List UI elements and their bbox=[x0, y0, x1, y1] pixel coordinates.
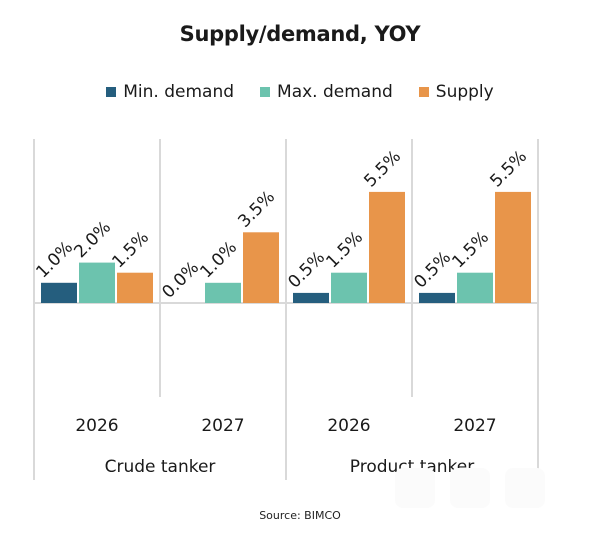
data-label: 0.5% bbox=[284, 248, 329, 293]
bar-supply bbox=[495, 191, 531, 303]
bar-max-demand bbox=[79, 262, 115, 303]
data-label: 0.0% bbox=[158, 258, 203, 303]
bar-supply bbox=[117, 272, 153, 303]
x-tick-label: 2027 bbox=[201, 416, 244, 436]
bar-min-demand bbox=[293, 292, 329, 303]
chart-title: Supply/demand, YOY bbox=[179, 22, 421, 46]
legend-item-supply: Supply bbox=[418, 82, 494, 102]
data-label: 5.5% bbox=[360, 147, 405, 192]
x-tick-label: 2026 bbox=[327, 416, 370, 436]
legend-label: Supply bbox=[435, 82, 494, 102]
watermark-icon bbox=[505, 468, 545, 508]
bar-min-demand bbox=[419, 292, 455, 303]
legend-swatch-min-demand bbox=[106, 87, 117, 97]
bar-supply bbox=[243, 232, 279, 303]
source-note: Source: BIMCO bbox=[259, 509, 341, 522]
x-tick-label: 2026 bbox=[75, 416, 118, 436]
bar-max-demand bbox=[205, 282, 241, 303]
legend-swatch-max-demand bbox=[260, 87, 271, 97]
data-label: 5.5% bbox=[486, 147, 531, 192]
watermark-icon bbox=[450, 468, 490, 508]
bar-min-demand bbox=[41, 282, 77, 303]
data-label: 1.0% bbox=[32, 238, 77, 283]
x-group-label: Product tanker bbox=[350, 457, 475, 477]
data-label: 3.5% bbox=[234, 187, 279, 232]
legend-item-min-demand: Min. demand bbox=[106, 82, 234, 102]
watermark-icon bbox=[395, 468, 435, 508]
data-label: 1.5% bbox=[322, 228, 367, 273]
legend-label: Max. demand bbox=[277, 82, 393, 102]
bar-max-demand bbox=[331, 272, 367, 303]
data-label: 0.5% bbox=[410, 248, 455, 293]
legend-swatch-supply bbox=[418, 87, 429, 97]
x-group-label: Crude tanker bbox=[105, 457, 216, 477]
data-label: 1.0% bbox=[196, 238, 241, 283]
x-tick-label: 2027 bbox=[453, 416, 496, 436]
bar-supply bbox=[369, 191, 405, 303]
bar-max-demand bbox=[457, 272, 493, 303]
legend-item-max-demand: Max. demand bbox=[260, 82, 393, 102]
data-label: 2.0% bbox=[70, 217, 115, 262]
legend: Min. demand Max. demand Supply bbox=[0, 82, 600, 102]
data-label: 1.5% bbox=[448, 228, 493, 273]
data-label: 1.5% bbox=[108, 228, 153, 273]
legend-label: Min. demand bbox=[123, 82, 235, 102]
